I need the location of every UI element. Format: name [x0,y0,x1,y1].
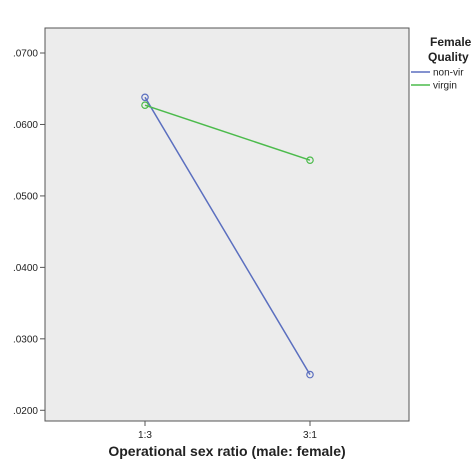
series-non-vir [141,93,314,379]
y-tick-label: .0500 [13,191,38,202]
legend: Female Quality non-vir virgin [411,35,472,92]
y-tick-label: .0600 [13,120,38,131]
y-tick-label: .0400 [13,263,38,274]
plot-background [44,27,410,422]
y-tick-label: .0700 [13,49,38,60]
series-virgin [141,101,314,165]
x-axis: 1:3 3:1 [138,421,317,441]
data-point [306,370,314,379]
legend-title-line-1: Female [430,35,472,49]
data-point [141,101,149,110]
x-axis-title: Operational sex ratio (male: female) [108,443,345,459]
y-tick-label: .0200 [13,406,38,417]
legend-label: non-vir [433,68,464,79]
x-tick-label: 3:1 [303,430,317,441]
legend-title-line-2: Quality [428,50,469,64]
y-axis: .0200 .0300 .0400 .0500 .0600 .0700 [13,49,45,417]
legend-label: virgin [433,81,457,92]
series-layer [141,93,314,379]
series-line [144,104,311,161]
series-line [144,96,311,375]
data-point [306,156,314,165]
x-tick-label: 1:3 [138,430,152,441]
y-tick-label: .0300 [13,334,38,345]
data-point [141,93,149,102]
